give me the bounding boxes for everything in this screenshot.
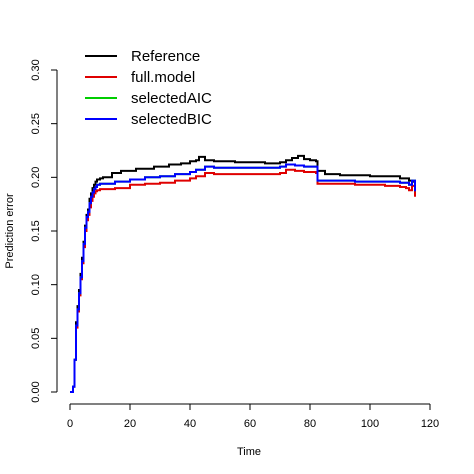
- x-tick-label: 40: [184, 418, 196, 430]
- x-tick-label: 80: [304, 418, 316, 430]
- x-tick-label: 60: [244, 418, 256, 430]
- series-lines: [70, 154, 416, 393]
- y-tick-label: 0.00: [30, 381, 42, 402]
- legend: Reference full.model selectedAIC selectedBI…: [85, 48, 212, 128]
- y-axis-title: Prediction error: [4, 193, 16, 269]
- series-line-selectedaic: [70, 163, 416, 393]
- legend-label: selectedBIC: [131, 111, 212, 128]
- legend-label: full.model: [131, 69, 195, 86]
- x-tick-label: 120: [421, 418, 439, 430]
- x-tick-label: 20: [124, 418, 136, 430]
- y-tick-label: 0.25: [30, 113, 42, 134]
- x-axis: 0 20 40 60 80 100 120: [67, 403, 439, 430]
- x-tick-label: 100: [361, 418, 379, 430]
- x-tick-label: 0: [67, 418, 73, 430]
- y-tick-label: 0.10: [30, 274, 42, 295]
- y-tick-label: 0.30: [30, 59, 42, 80]
- legend-label: Reference: [131, 48, 200, 65]
- y-tick-label: 0.20: [30, 167, 42, 188]
- series-line-reference: [70, 154, 416, 393]
- y-tick-label: 0.15: [30, 220, 42, 241]
- y-tick-label: 0.05: [30, 328, 42, 349]
- y-axis: 0.00 0.05 0.10 0.15 0.20 0.25 0.30: [30, 59, 58, 403]
- x-axis-title: Time: [237, 446, 261, 458]
- series-line-selectedbic: [70, 163, 416, 393]
- series-line-full-model: [70, 168, 416, 393]
- legend-label: selectedAIC: [131, 90, 212, 107]
